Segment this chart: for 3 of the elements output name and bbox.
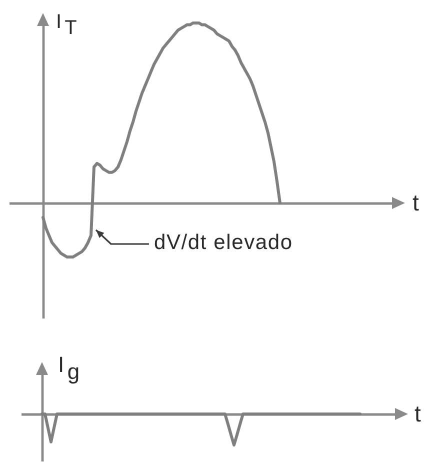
x-axis-title: t	[414, 400, 422, 426]
annotation: dV/dt elevado	[154, 231, 293, 254]
x-axis-title: t	[412, 190, 420, 216]
